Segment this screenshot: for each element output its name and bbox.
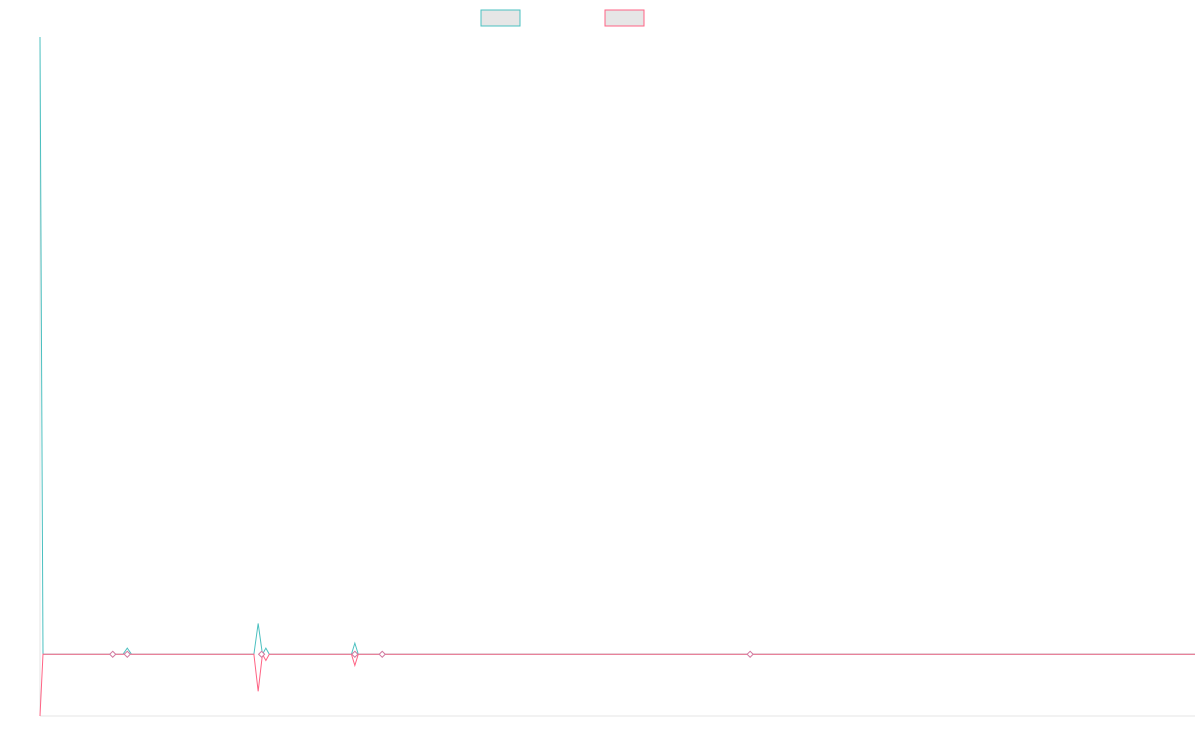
axes: [39, 37, 1195, 717]
data-marker: [123, 650, 131, 658]
series-line-series2: [39, 652, 1195, 717]
legend-swatch-series1: [480, 9, 521, 27]
series-layer: [39, 36, 1195, 717]
data-marker: [746, 650, 754, 658]
data-marker: [257, 650, 266, 658]
legend-swatch-series2: [604, 9, 645, 27]
data-marker: [109, 650, 117, 658]
legend: [480, 9, 645, 27]
data-marker: [378, 650, 386, 658]
series-line-series1: [39, 36, 1195, 656]
data-marker: [351, 650, 359, 658]
marker-layer: [109, 650, 754, 658]
